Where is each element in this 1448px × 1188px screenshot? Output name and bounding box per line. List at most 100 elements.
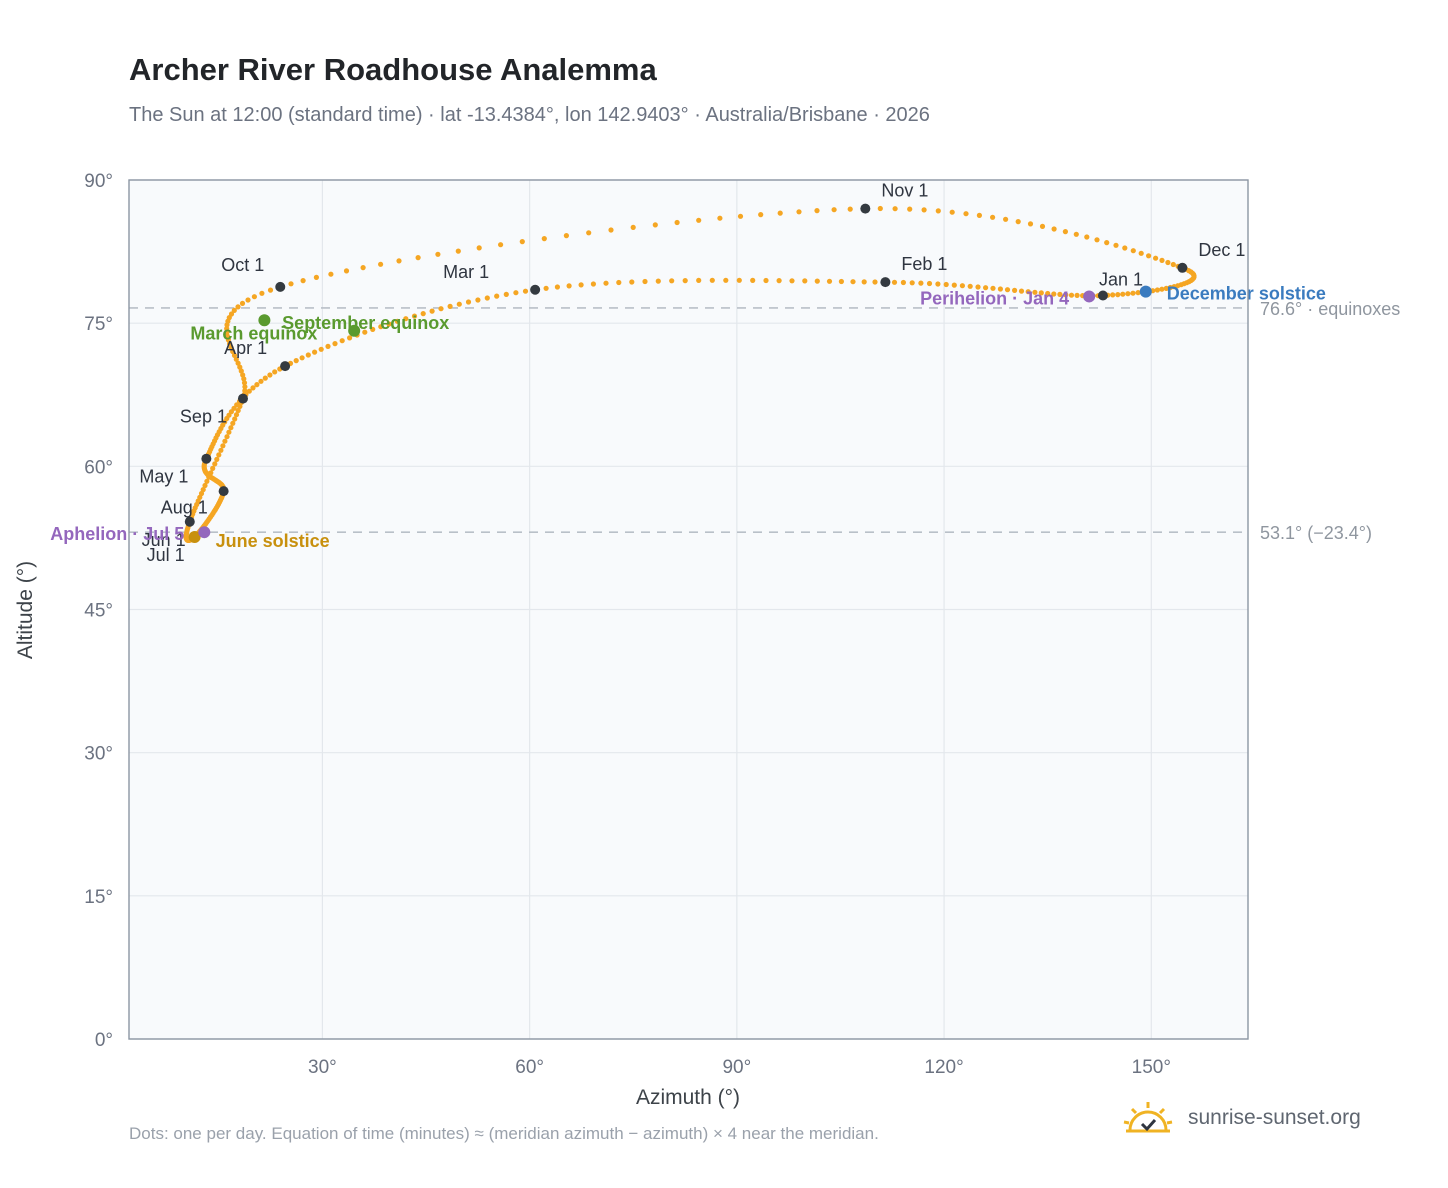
day-dot (907, 206, 913, 212)
month-label: Mar 1 (443, 262, 489, 282)
y-axis-label: Altitude (°) (14, 561, 37, 659)
x-tick-label: 150° (1132, 1057, 1171, 1078)
day-dot (717, 215, 723, 221)
day-dot (682, 278, 688, 284)
month-marker (1097, 290, 1108, 301)
day-dot (245, 297, 251, 303)
month-marker (201, 453, 212, 464)
day-dot (227, 341, 233, 347)
day-dot (541, 236, 547, 242)
month-label: Jul 1 (147, 545, 185, 565)
day-dot (997, 286, 1004, 292)
event-label: December solstice (1167, 284, 1326, 304)
brand[interactable]: sunrise-sunset.org (1120, 1100, 1361, 1136)
month-marker (218, 486, 229, 497)
day-dot (1138, 250, 1144, 256)
day-dot (909, 280, 915, 286)
day-dot (206, 474, 212, 480)
day-dot (554, 284, 561, 290)
day-dot (1015, 219, 1021, 225)
day-dot (230, 348, 236, 355)
day-dot (233, 356, 239, 362)
day-dot (1068, 292, 1075, 298)
day-dot (235, 407, 241, 414)
day-dot (814, 278, 820, 284)
day-dot (1167, 284, 1173, 291)
day-dot (235, 304, 241, 310)
day-dot (214, 456, 220, 462)
day-dot (674, 219, 680, 226)
day-dot (232, 416, 238, 422)
day-dot (222, 438, 228, 444)
y-tick-label: 15° (84, 887, 113, 908)
day-dot (262, 375, 268, 381)
day-dot (1130, 248, 1136, 254)
day-dot (543, 285, 549, 291)
day-dot (1004, 287, 1011, 293)
day-dot (328, 271, 334, 277)
day-dot (250, 385, 256, 391)
day-dot (200, 487, 206, 493)
day-dot (861, 279, 867, 285)
day-dot (241, 376, 247, 382)
day-dot (332, 341, 338, 347)
day-dot (455, 248, 461, 254)
day-dot (1159, 286, 1165, 292)
chart-subtitle: The Sun at 12:00 (standard time) · lat -… (129, 104, 930, 126)
day-dot (796, 209, 802, 215)
day-dot (1062, 229, 1068, 235)
day-dot (709, 277, 715, 283)
day-dot (251, 294, 257, 300)
day-dot (926, 280, 933, 287)
day-dot (629, 279, 635, 285)
day-dot (267, 372, 273, 378)
day-dot (237, 364, 243, 370)
day-dot (403, 316, 409, 322)
day-dot (877, 205, 883, 212)
day-dot (983, 285, 989, 291)
day-dot (826, 278, 833, 284)
day-dot (212, 461, 218, 467)
day-dot (475, 297, 481, 303)
event-marker (188, 530, 201, 543)
day-dot (1125, 291, 1131, 297)
day-dot (396, 258, 402, 264)
event-label: Perihelion · Jan 4 (920, 288, 1069, 308)
day-dot (814, 208, 820, 214)
day-dot (935, 208, 941, 214)
day-dot (503, 291, 509, 297)
day-dot (872, 279, 878, 285)
day-dot (360, 265, 366, 271)
month-marker (530, 284, 541, 295)
day-dot (378, 324, 384, 330)
day-dot (246, 388, 252, 394)
day-dot (242, 384, 248, 390)
day-dot (1159, 257, 1165, 263)
day-dot (1038, 290, 1044, 296)
day-dot (838, 278, 845, 285)
day-dot (519, 239, 525, 245)
day-dot (1163, 285, 1169, 291)
day-dot (696, 277, 702, 283)
day-dot (224, 329, 230, 335)
day-dot (465, 299, 472, 305)
month-label: Feb 1 (901, 254, 947, 274)
x-tick-label: 60° (515, 1057, 544, 1078)
day-dot (300, 278, 306, 284)
day-dot (1154, 287, 1160, 293)
month-label: Sep 1 (180, 407, 227, 427)
event-marker (198, 526, 211, 539)
reference-line-label: 76.6° · equinoxes (1260, 299, 1400, 319)
day-dot (420, 311, 426, 317)
day-dot (1032, 289, 1038, 295)
day-dot (963, 211, 969, 217)
axis-ticks: 30° 60° 90° 120° 150° 0° 15° 30° 45° 60° 75° 90° (84, 171, 1171, 1078)
day-dot (1113, 242, 1119, 248)
day-dot (230, 420, 236, 426)
day-dot (231, 307, 237, 313)
day-dot (258, 378, 264, 384)
day-dot (347, 335, 353, 341)
day-dot (522, 288, 529, 294)
day-dot (975, 284, 981, 290)
